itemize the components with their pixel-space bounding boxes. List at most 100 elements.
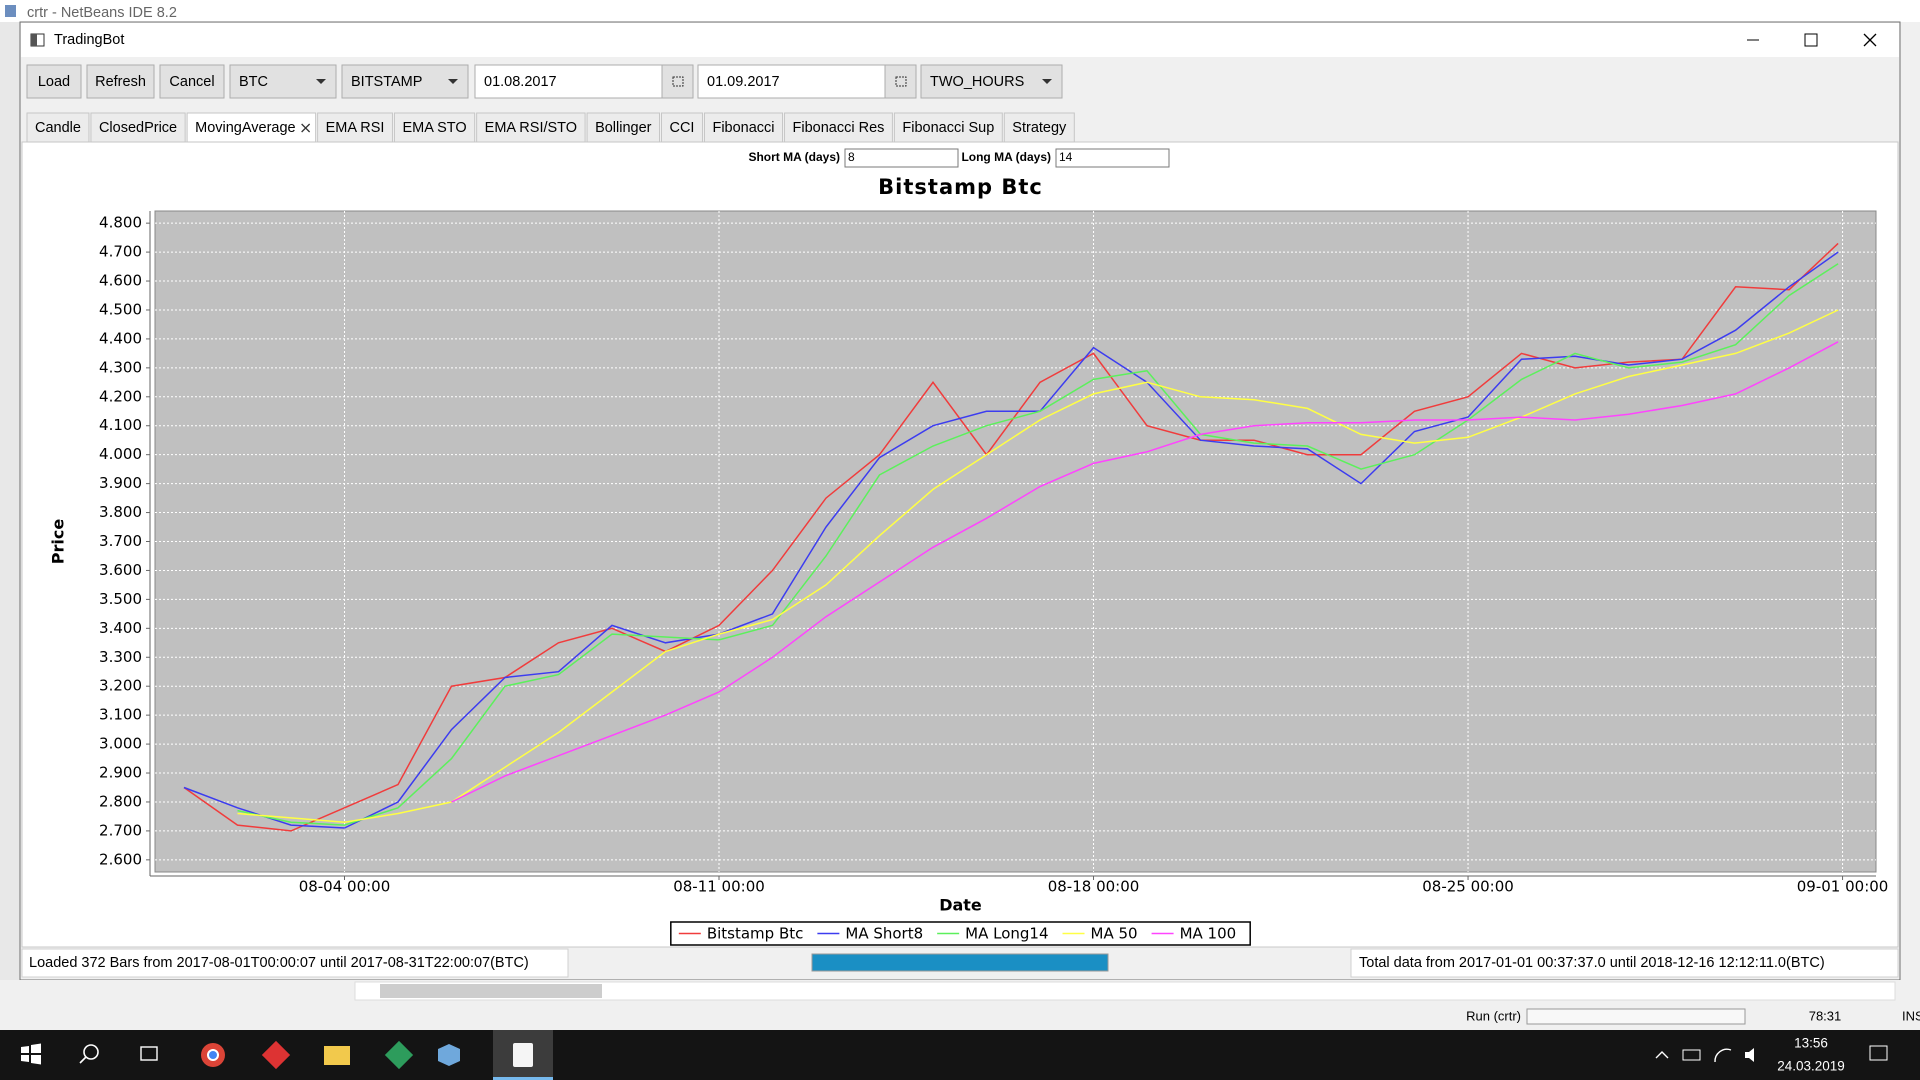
y-tick-label: 4.500 [99, 300, 142, 318]
combo-value: BITSTAMP [351, 74, 422, 90]
ide-title: crtr - NetBeans IDE 8.2 [27, 5, 177, 21]
series-line [451, 341, 1839, 803]
date-text: 01.08.2017 [484, 74, 557, 90]
y-tick-label: 4.300 [99, 358, 142, 376]
tab-face[interactable] [393, 112, 476, 143]
toolbar-button[interactable]: Cancel [159, 64, 225, 99]
explorer-icon[interactable] [324, 1046, 350, 1065]
status-right-box [1350, 948, 1899, 978]
date-field[interactable] [474, 64, 663, 99]
ide-title-bar [0, 0, 1920, 22]
tray-arrow[interactable] [1655, 1051, 1669, 1059]
combo-box[interactable]: BTC [229, 64, 337, 99]
tab-face[interactable] [784, 112, 893, 143]
date-picker[interactable]: 01.08.2017 [474, 64, 694, 99]
y-tick-label: 4.800 [99, 214, 142, 232]
tab-face[interactable] [26, 112, 90, 143]
tab-label: Fibonacci Res [793, 120, 885, 136]
app-icon[interactable] [384, 1040, 414, 1070]
tab-face[interactable] [1003, 112, 1075, 143]
button-face[interactable] [159, 64, 225, 99]
tab-label: MovingAverage [195, 120, 296, 136]
search-button[interactable] [83, 1044, 99, 1060]
button-face[interactable] [341, 64, 469, 99]
y-tick-label: 2.600 [99, 850, 142, 868]
calendar-button[interactable] [661, 64, 694, 99]
task-view-button[interactable] [140, 1046, 158, 1061]
tab-face[interactable] [586, 112, 660, 143]
tab[interactable]: Fibonacci Sup [893, 112, 1003, 143]
run-progress [1526, 1008, 1746, 1025]
notification-button[interactable] [1869, 1045, 1888, 1061]
start-button[interactable] [21, 1043, 41, 1065]
tab-close[interactable] [301, 123, 311, 133]
combo-value: BTC [239, 74, 268, 90]
ide-icon [5, 5, 16, 17]
x-tick-label: 08-25 00:00 [1422, 878, 1514, 896]
tab[interactable]: EMA STO [393, 112, 476, 143]
tab[interactable]: Candle [26, 112, 90, 143]
y-tick-label: 2.900 [99, 764, 142, 782]
tab-face[interactable] [703, 112, 784, 143]
battery-icon[interactable] [1682, 1049, 1701, 1061]
date-field[interactable] [697, 64, 886, 99]
tab[interactable]: EMA RSI/STO [476, 112, 586, 143]
tab-face[interactable] [893, 112, 1003, 143]
date-picker[interactable]: 01.09.2017 [697, 64, 917, 99]
button-face[interactable] [86, 64, 155, 99]
x-tick-label: 09-01 00:00 [1797, 878, 1889, 896]
tab-label: CCI [669, 120, 694, 136]
y-tick-label: 3.200 [99, 677, 142, 695]
tab-face[interactable] [186, 112, 317, 143]
scrollbar-thumb[interactable] [380, 984, 602, 998]
calendar-button[interactable] [884, 64, 917, 99]
tab[interactable]: MovingAverage [186, 112, 317, 143]
tab-face[interactable] [476, 112, 586, 143]
tab[interactable]: CCI [660, 112, 703, 143]
tab[interactable]: Strategy [1003, 112, 1075, 143]
y-tick-label: 3.000 [99, 735, 142, 753]
calendar-icon [895, 76, 907, 87]
tab-face[interactable] [317, 112, 393, 143]
scrollbar[interactable] [354, 981, 1896, 1001]
app-icon[interactable] [438, 1044, 460, 1066]
combo-box[interactable]: TWO_HOURS [920, 64, 1063, 99]
combo-box[interactable]: BITSTAMP [341, 64, 469, 99]
button-face[interactable] [26, 64, 82, 99]
y-tick-label: 4.000 [99, 445, 142, 463]
tab-label: EMA RSI/STO [485, 120, 577, 136]
ma-input[interactable] [1055, 148, 1170, 168]
active-app-indicator [493, 1077, 553, 1080]
tab-label: ClosedPrice [99, 120, 177, 136]
button-face[interactable] [229, 64, 337, 99]
tab[interactable]: Fibonacci [703, 112, 784, 143]
y-tick-label: 4.200 [99, 387, 142, 405]
maximize-button[interactable] [1804, 33, 1818, 47]
insert-mode: INS [1902, 1008, 1920, 1023]
tab[interactable]: Fibonacci Res [784, 112, 893, 143]
ide-left-panel [0, 22, 20, 980]
wifi-icon[interactable] [1714, 1048, 1732, 1063]
app-icon[interactable] [261, 1040, 291, 1070]
x-tick-label: 08-04 00:00 [299, 878, 391, 896]
date-text: 01.09.2017 [707, 74, 780, 90]
window-icon-part [31, 34, 37, 46]
tab[interactable]: Bollinger [586, 112, 660, 143]
tab[interactable]: EMA RSI [317, 112, 393, 143]
ma-input-value: 8 [848, 150, 855, 164]
volume-icon[interactable] [1745, 1048, 1754, 1062]
ma-input[interactable] [844, 148, 959, 168]
chart-title: Bitstamp Btc [878, 175, 1043, 199]
status-left: Loaded 372 Bars from 2017-08-01T00:00:07… [29, 955, 529, 971]
tab-face[interactable] [660, 112, 703, 143]
toolbar-button[interactable]: Load [26, 64, 82, 99]
y-tick-label: 3.400 [99, 619, 142, 637]
combo-arrow [448, 79, 458, 84]
tab-face[interactable] [90, 112, 186, 143]
toolbar-button[interactable]: Refresh [86, 64, 155, 99]
tab[interactable]: ClosedPrice [90, 112, 186, 143]
button-face[interactable] [920, 64, 1063, 99]
legend: Bitstamp Btc MA Short8 MA Long14 MA 50 MA 10… [670, 921, 1251, 946]
close-button[interactable] [1863, 33, 1877, 47]
window-title-bar [21, 23, 1899, 57]
